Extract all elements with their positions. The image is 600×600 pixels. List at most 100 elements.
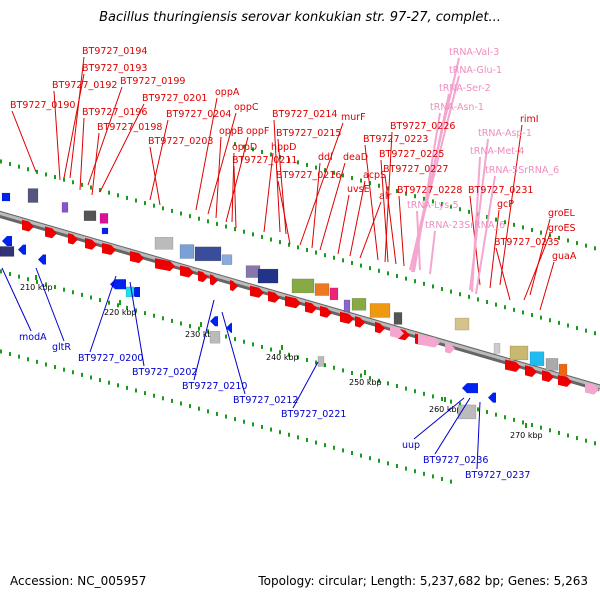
guide-dot: [405, 191, 407, 196]
gene-arrow: [155, 258, 175, 272]
guide-dot: [261, 234, 263, 239]
guide-dot: [162, 316, 164, 321]
guide-dot: [18, 354, 20, 359]
leader-line: [273, 119, 281, 233]
guide-dot: [414, 389, 416, 394]
gene-box: [1, 192, 11, 202]
gene-arrow: [226, 322, 232, 333]
guide-dot: [36, 169, 38, 174]
gene-box: [194, 246, 222, 262]
guide-dot: [297, 245, 299, 250]
tick-mark: [281, 345, 283, 350]
guide-dot: [333, 255, 335, 260]
guide-dot: [225, 224, 227, 229]
gene-label: acpS: [363, 170, 386, 181]
gene-box: [343, 299, 351, 313]
gene-arrow: [18, 244, 26, 255]
guide-dot: [0, 349, 2, 354]
tick-mark: [525, 423, 527, 428]
guide-dot: [504, 305, 506, 310]
gene-label: oppF: [246, 126, 269, 137]
gene-box: [291, 278, 315, 294]
gene-arrow: [180, 265, 194, 278]
leader-line: [79, 117, 85, 191]
guide-dot: [198, 216, 200, 221]
gene-label: deaD: [343, 152, 368, 163]
guide-dot: [171, 318, 173, 323]
gene-box: [509, 345, 529, 361]
guide-dot: [558, 320, 560, 325]
guide-dot: [378, 378, 380, 383]
gene-box: [329, 287, 339, 301]
gene-label: alr: [379, 191, 391, 202]
gene-box: [61, 202, 69, 213]
guide-dot: [81, 292, 83, 297]
gene-label: oppC: [234, 102, 259, 113]
guide-dot: [315, 165, 317, 170]
guide-dot: [135, 198, 137, 203]
gene-label: BT9727_0214: [272, 109, 337, 120]
gene-label: tRNA-Val-3: [449, 47, 499, 58]
map-title: Bacillus thuringiensis serovar konkukian…: [99, 10, 501, 25]
guide-dot: [522, 225, 524, 230]
guide-dot: [369, 376, 371, 381]
guide-dot: [36, 279, 38, 284]
gene-arrow: [390, 326, 404, 339]
leader-line: [233, 165, 237, 229]
guide-dot: [108, 190, 110, 195]
leader-line: [529, 218, 551, 296]
gene-box: [125, 286, 135, 298]
gene-box: [0, 246, 15, 257]
guide-dot: [450, 399, 452, 404]
gene-label: BT9727_0201: [142, 93, 207, 104]
guide-dot: [486, 300, 488, 305]
guide-dot: [369, 266, 371, 271]
guide-dot: [45, 282, 47, 287]
guide-dot: [405, 276, 407, 281]
gene-arrow: [340, 311, 354, 324]
guide-dot: [63, 287, 65, 292]
leader-line: [221, 311, 246, 395]
guide-dot: [486, 215, 488, 220]
guide-dot: [342, 173, 344, 178]
gene-arrow: [375, 321, 385, 334]
gene-label: BT9727_0200: [78, 353, 143, 364]
guide-dot: [549, 428, 551, 433]
gene-box: [221, 254, 233, 265]
guide-dot: [333, 445, 335, 450]
guide-dot: [306, 437, 308, 442]
guide-dot: [324, 363, 326, 368]
guide-dot: [360, 263, 362, 268]
leader-line: [11, 110, 37, 173]
leader-line: [87, 86, 123, 186]
guide-dot: [450, 289, 452, 294]
guide-dot: [324, 253, 326, 258]
guide-dot: [162, 396, 164, 401]
guide-dot: [234, 417, 236, 422]
leader-line: [1, 267, 32, 332]
gene-label: BT9727_0192: [52, 80, 117, 91]
guide-dot: [324, 168, 326, 173]
kbp-ticks: 210 kbp 220 kbp 230 kbp 240 kbp 250 kbp 260 k…: [20, 275, 543, 440]
gene-box: [369, 303, 391, 318]
gene-label: ddl: [318, 152, 333, 163]
gene-label: oppB: [219, 126, 243, 137]
guide-dot: [531, 313, 533, 318]
gene-label: BT9727_0194: [82, 46, 147, 57]
gene-label: murF: [341, 112, 366, 123]
gene-label: tRNA-Glu-1: [449, 65, 502, 76]
guide-dot: [567, 238, 569, 243]
gene-label: BT9727_0236: [423, 455, 488, 466]
guide-dot: [198, 326, 200, 331]
guide-dot: [351, 450, 353, 455]
leader-line: [207, 112, 237, 215]
guide-dot: [54, 365, 56, 370]
leader-line: [489, 209, 500, 289]
accession-text: Accession: NC_005957: [10, 574, 147, 588]
leader-line: [225, 136, 249, 223]
guide-dot: [90, 375, 92, 380]
tick-mark: [364, 370, 366, 375]
gene-label: tRNA-Lys-5: [407, 200, 459, 211]
gene-label: BT9727_0212: [233, 395, 298, 406]
guide-dot: [45, 362, 47, 367]
